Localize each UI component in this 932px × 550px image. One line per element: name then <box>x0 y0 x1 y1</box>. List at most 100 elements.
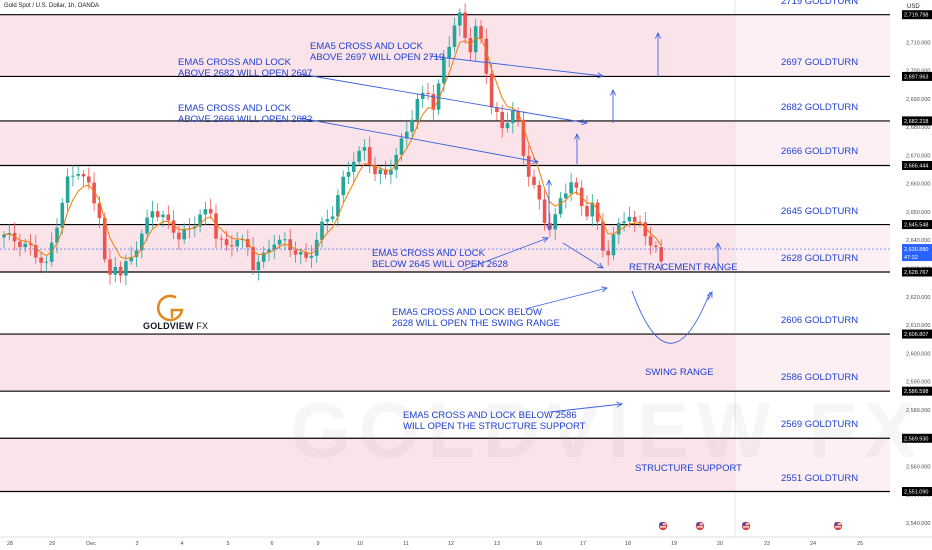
flag-canton <box>659 522 663 526</box>
flag-stripe <box>835 526 841 528</box>
candle-body <box>489 73 494 108</box>
candle <box>314 232 319 263</box>
candle-body <box>288 239 292 251</box>
arrow-shaft <box>562 242 604 269</box>
time-axis-bg <box>0 537 890 550</box>
arrow-shaft <box>299 117 539 163</box>
annotation-2586: EMA5 CROSS AND LOCK BELOW 2586 WILL OPEN… <box>403 410 585 432</box>
candle-body <box>230 245 234 247</box>
candle <box>367 136 372 174</box>
candle-body <box>542 199 547 224</box>
candle <box>34 235 38 264</box>
candle-body <box>436 83 441 110</box>
us-flag-icon[interactable] <box>695 521 705 531</box>
candle <box>659 239 663 272</box>
candle <box>415 93 420 130</box>
badge-bg <box>902 433 932 443</box>
candle-body <box>71 175 75 177</box>
us-flag-icon[interactable] <box>833 521 843 531</box>
candle-body <box>595 202 600 222</box>
candle-body <box>569 182 573 194</box>
candle-body <box>97 203 102 219</box>
candle-body <box>553 214 557 230</box>
level-label: 2569 GOLDTURN <box>781 419 859 431</box>
swing-arc <box>631 290 711 344</box>
candle-body <box>330 216 335 220</box>
level-label: 2697 GOLDTURN <box>781 57 859 69</box>
candle-body <box>235 239 239 247</box>
candle-body <box>129 257 133 262</box>
level-price-badge: 2,719.798 <box>902 10 932 20</box>
candle <box>500 104 504 138</box>
candle <box>140 229 144 259</box>
candle <box>87 167 91 190</box>
us-flag-icon[interactable] <box>741 521 751 531</box>
candle <box>150 200 155 228</box>
candle-body <box>39 257 43 263</box>
candle <box>410 109 414 137</box>
level-price-badge: 2,586.598 <box>902 386 932 396</box>
level-label: 2551 GOLDTURN <box>781 472 859 484</box>
candle-body <box>76 173 80 176</box>
candle-body <box>367 147 372 166</box>
candle-body <box>28 243 33 246</box>
us-flag-icon[interactable] <box>658 521 668 531</box>
arrow-head <box>601 286 608 293</box>
zone-band-projection <box>735 120 890 166</box>
badge-bg <box>902 244 932 262</box>
time-tick-label: 25 <box>857 541 863 547</box>
candle <box>182 223 186 245</box>
candle-body <box>23 243 27 248</box>
price-tick-label: 2,580.000 <box>906 408 930 414</box>
candle-body <box>18 241 22 248</box>
economic-event-flags[interactable] <box>658 521 843 531</box>
badge-bg <box>902 160 932 170</box>
candle <box>431 84 436 121</box>
time-tick-label: 24 <box>810 541 816 547</box>
arrow-shaft <box>299 73 588 124</box>
projection-arrow <box>524 286 608 310</box>
time-axis[interactable]: 28 29 Dec 3 4 5 6 9 10 11 12 13 16 17 18 19 20 23 24 25 <box>0 536 932 550</box>
time-tick-label: 3 <box>135 541 138 547</box>
candle-body <box>309 255 314 258</box>
ema5-line <box>3 37 662 259</box>
candle <box>288 228 292 257</box>
candle <box>643 212 648 246</box>
candle-body <box>601 221 605 251</box>
time-tick-label: 9 <box>316 541 319 547</box>
candle <box>489 64 494 114</box>
candle-body <box>81 173 86 177</box>
candle <box>548 212 552 238</box>
badge-bg <box>902 329 932 339</box>
candle-body <box>410 119 414 132</box>
candle <box>495 102 499 121</box>
candle <box>447 36 451 68</box>
candle <box>405 121 409 149</box>
candle <box>113 257 118 283</box>
candle-body <box>399 138 404 155</box>
candle-body <box>34 245 38 258</box>
level-label: 2628 GOLDTURN <box>781 252 859 264</box>
candle-body <box>373 165 377 175</box>
candle <box>479 20 483 44</box>
time-tick-label: 19 <box>671 541 677 547</box>
candle-body <box>314 239 319 256</box>
projection-arrow <box>299 73 589 126</box>
candle <box>341 170 345 203</box>
arrow-head <box>654 31 662 39</box>
candle <box>208 198 213 219</box>
candle-body <box>134 250 139 258</box>
flag-stripe <box>660 526 666 528</box>
candle <box>553 207 557 240</box>
flag-stripe <box>660 523 666 525</box>
time-tick-label: 23 <box>764 541 770 547</box>
candle-body <box>643 222 648 237</box>
badge-text: 2,606.807 <box>904 332 928 338</box>
candle-body <box>55 227 59 243</box>
candle-body <box>251 247 255 271</box>
projection-arrow <box>299 117 540 165</box>
retracement-range-label: RETRACEMENT RANGE <box>629 262 738 273</box>
zone-band <box>0 334 735 392</box>
